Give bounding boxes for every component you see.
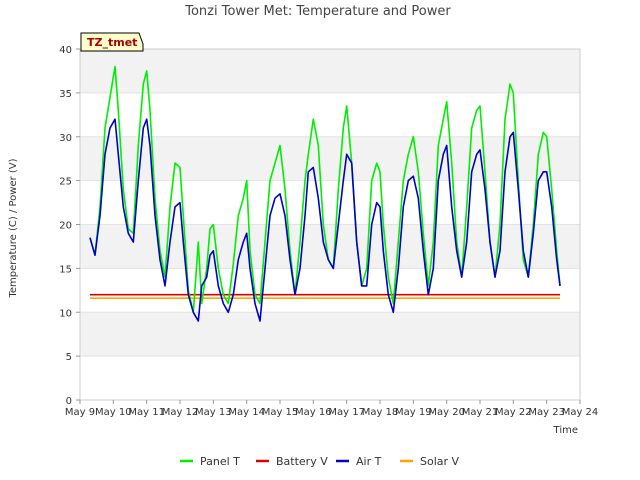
y-tick-label: 5 [66, 352, 72, 363]
x-tick-label: May 16 [295, 407, 332, 418]
grid-bands [80, 49, 580, 357]
y-tick-label: 25 [59, 177, 72, 188]
x-tick-label: May 15 [262, 407, 299, 418]
x-tick-label: May 11 [128, 407, 165, 418]
x-tick-label: May 13 [195, 407, 232, 418]
x-tick-label: May 19 [395, 407, 432, 418]
x-tick-label: May 14 [228, 407, 265, 418]
y-axis: 0 5 10 15 20 25 30 35 40 [59, 45, 80, 407]
x-tick-label: May 18 [362, 407, 399, 418]
y-tick-label: 35 [59, 89, 72, 100]
legend-label: Air T [356, 455, 382, 468]
x-tick-label: May 21 [462, 407, 499, 418]
series-line-air-t [89, 118, 561, 322]
x-tick-label: May 17 [328, 407, 365, 418]
legend-label: Panel T [200, 455, 240, 468]
x-tick-label: May 9 [65, 407, 95, 418]
x-tick-label: May 20 [428, 407, 465, 418]
tag-box: TZ_tmet [80, 32, 144, 52]
y-tick-label: 10 [59, 308, 72, 319]
tag-text: TZ_tmet [87, 36, 137, 49]
chart-title: Tonzi Tower Met: Temperature and Power [184, 4, 451, 19]
legend-label: Battery V [276, 455, 328, 468]
y-tick-label: 0 [66, 396, 72, 407]
series-line-panel-t [89, 65, 561, 314]
x-tick-label: May 24 [562, 407, 599, 418]
legend: Panel T Battery V Air T Solar V [180, 455, 460, 468]
x-tick-label: May 10 [95, 407, 132, 418]
grid-band [80, 49, 580, 93]
y-tick-label: 30 [59, 133, 72, 144]
y-tick-label: 15 [59, 264, 72, 275]
y-tick-label: 20 [59, 221, 72, 232]
y-tick-label: 40 [59, 45, 72, 56]
grid-band [80, 312, 580, 357]
grid-band [80, 136, 580, 181]
series-layer [89, 65, 561, 322]
legend-label: Solar V [420, 455, 460, 468]
x-tick-label: May 22 [495, 407, 532, 418]
x-axis-label: Time [553, 425, 578, 436]
tag-box-shape [80, 32, 144, 52]
x-tick-label: May 23 [528, 407, 565, 418]
y-axis-label: Temperature (C) / Power (V) [8, 158, 19, 298]
x-tick-label: May 12 [162, 407, 199, 418]
